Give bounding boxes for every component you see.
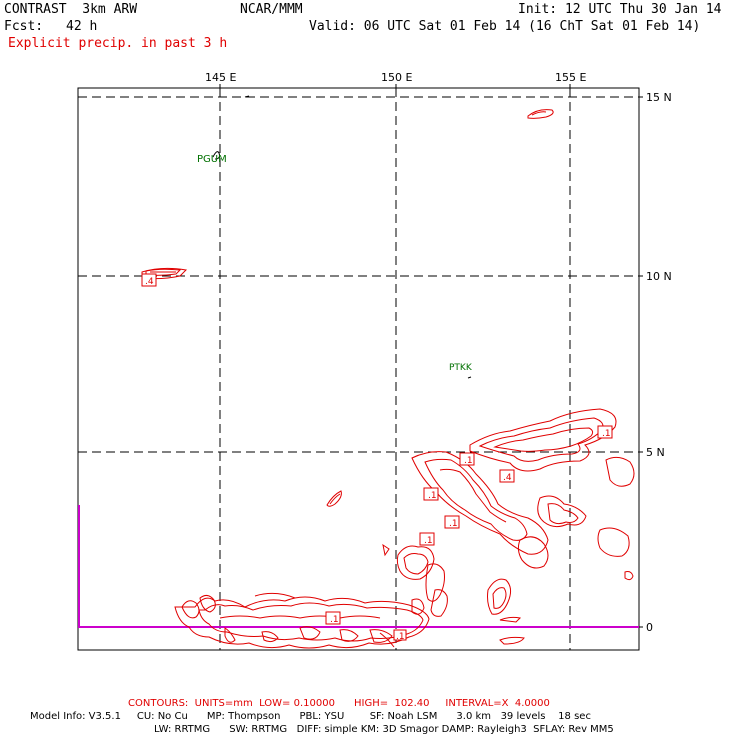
model-title: CONTRAST 3km ARW	[4, 2, 138, 17]
svg-text:.4: .4	[145, 277, 154, 287]
field-title: Explicit precip. in past 3 h	[8, 36, 228, 51]
fcst-value: 42 h	[66, 19, 98, 34]
precip-map: 145 E 150 E 155 E 15 N 10 N 5 N 0 PGUM P…	[77, 71, 672, 651]
precip-contours	[141, 109, 635, 649]
lat-label-5: 5 N	[646, 446, 665, 459]
svg-text:.1: .1	[330, 615, 339, 625]
svg-text:.1: .1	[449, 519, 458, 529]
svg-text:.1: .1	[396, 632, 405, 642]
station-pgum: PGUM	[197, 154, 227, 165]
center-name: NCAR/MMM	[240, 2, 303, 17]
model-info-line-2: LW: RRTMG SW: RRTMG DIFF: simple KM: 3D …	[154, 724, 614, 735]
contour-label-box: .1	[459, 452, 475, 466]
svg-text:.4: .4	[503, 473, 512, 483]
contour-label-box: .1	[325, 611, 341, 625]
lon-label-145: 145 E	[205, 71, 236, 84]
lat-label-15: 15 N	[646, 91, 672, 104]
svg-text:.1: .1	[602, 429, 611, 439]
lon-label-150: 150 E	[381, 71, 412, 84]
map-frame	[77, 87, 640, 651]
graticule	[78, 88, 639, 650]
lat-label-10: 10 N	[646, 270, 672, 283]
contour-label-box: .1	[597, 425, 613, 439]
init-time: Init: 12 UTC Thu 30 Jan 14	[518, 2, 722, 17]
contour-label-box: .1	[393, 629, 407, 642]
contour-labels: .4 .1 .1 .4 .1 .1 .1 .1 .1	[141, 273, 613, 642]
contour-label-box: .1	[423, 487, 439, 501]
lat-label-0: 0	[646, 621, 653, 634]
contour-label-box: .4	[141, 273, 157, 287]
contour-label-box: .1	[444, 515, 460, 529]
contours-info: CONTOURS: UNITS=mm LOW= 0.10000 HIGH= 10…	[128, 698, 550, 709]
lon-label-155: 155 E	[555, 71, 586, 84]
svg-text:.1: .1	[428, 491, 437, 501]
contour-label-box: .1	[419, 532, 435, 546]
contour-label-box: .4	[499, 469, 515, 483]
svg-text:.1: .1	[424, 536, 433, 546]
fcst-label: Fcst:	[4, 19, 44, 34]
station-ptkk: PTKK	[449, 363, 473, 373]
svg-text:.1: .1	[464, 456, 473, 466]
valid-time: Valid: 06 UTC Sat 01 Feb 14 (16 ChT Sat …	[309, 19, 701, 34]
model-info-line-1: Model Info: V3.5.1 CU: No Cu MP: Thompso…	[30, 711, 591, 722]
